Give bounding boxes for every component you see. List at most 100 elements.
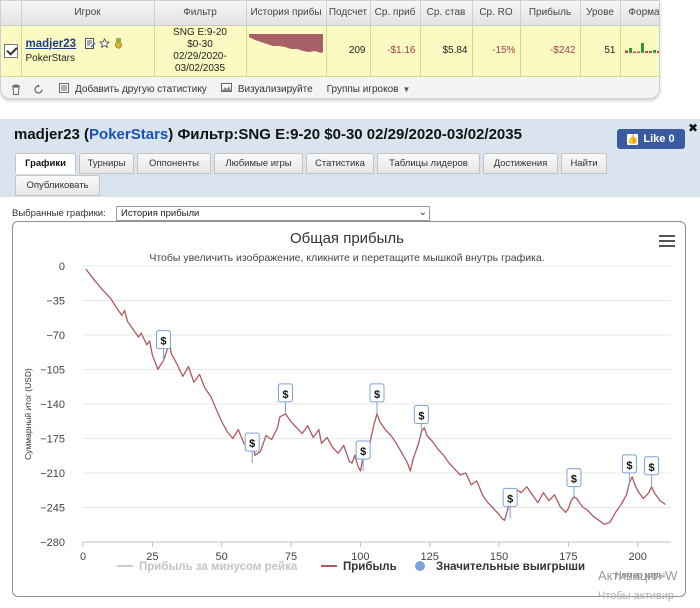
add-stats-button[interactable]: Добавить другую статистику [58, 82, 207, 96]
tab-statistics[interactable]: Статистика [306, 153, 374, 174]
chart-menu-icon[interactable] [659, 235, 675, 249]
add-stats-icon [58, 82, 70, 96]
header-avg-stake[interactable]: Ср. став [420, 1, 473, 26]
big-win-marker: $ [155, 330, 171, 361]
header-count[interactable]: Подсчет [326, 1, 371, 26]
big-win-label: $ [571, 474, 577, 486]
refresh-button[interactable] [33, 84, 44, 95]
x-tick-label: 100 [351, 551, 369, 563]
form-bar [652, 49, 656, 53]
header-avg-profit[interactable]: Ср. приб [370, 1, 421, 26]
table-row: madjer23 Pok [1, 25, 659, 77]
legend-item-1: Прибыль [321, 561, 397, 573]
filter-line: $0-30 [187, 38, 213, 50]
table-toolbar: Добавить другую статистику Визуализируйт… [1, 79, 659, 98]
legend-item-0: Прибыль за минусом рейка [117, 561, 298, 573]
form-bar [628, 47, 632, 53]
header-avg-roi[interactable]: Ср. RO [472, 1, 521, 26]
tab-leaderboards[interactable]: Таблицы лидеров [377, 153, 480, 174]
big-win-flag [277, 383, 293, 403]
x-tick-label: 125 [421, 551, 439, 563]
header-profit[interactable]: Прибыль [520, 1, 581, 26]
x-tick-label: 75 [285, 551, 297, 563]
form-cell [620, 25, 659, 77]
big-win-label: $ [418, 411, 424, 423]
y-tick-label: −140 [40, 399, 65, 411]
avg-profit-cell: -$1.16 [370, 25, 421, 77]
player-groups-dropdown[interactable]: Группы игроков ▼ [327, 84, 411, 95]
visualize-button[interactable]: Визуализируйте [221, 83, 313, 95]
tab-charts[interactable]: Графики [15, 153, 76, 174]
y-tick-label: 0 [59, 261, 65, 273]
big-win-label: $ [360, 446, 366, 458]
big-win-marker: $ [644, 456, 660, 487]
big-win-marker: $ [244, 432, 260, 464]
row-checkbox[interactable] [3, 43, 18, 58]
profit-cell: -$242 [520, 25, 581, 77]
tab-achievements[interactable]: Достижения [483, 153, 558, 174]
form-bar [632, 51, 636, 53]
form-bar [636, 51, 640, 53]
form-bar [624, 50, 628, 53]
chart-title: Общая прибыль [290, 230, 404, 247]
activation-watermark-sub: Чтобы активир [598, 590, 674, 602]
chart-select-label: Выбранные графики: [12, 208, 106, 219]
legend-item-2: Значительные выигрыши [415, 561, 585, 573]
legend-label: Прибыль за минусом рейка [139, 561, 298, 573]
x-tick-label: 175 [559, 551, 577, 563]
big-win-marker: $ [277, 383, 293, 414]
x-tick-label: 200 [629, 551, 647, 563]
legend-label: Значительные выигрыши [436, 561, 585, 573]
y-axis-label: Суммарный итог (USD) [23, 368, 33, 460]
legend-label: Прибыль [343, 561, 397, 573]
notes-icon[interactable] [84, 38, 96, 50]
chart-select-dropdown[interactable]: История прибыли ⌄ [116, 206, 430, 221]
stats-header-row: Игрок Фильтр История прибы Подсчет Ср. п… [1, 1, 659, 26]
favorite-star-icon[interactable] [98, 38, 110, 49]
filter-line: 02/29/2020- [173, 50, 227, 62]
big-win-flag [155, 330, 171, 350]
tab-opponents[interactable]: Оппоненты [137, 153, 211, 174]
delete-button[interactable] [11, 84, 21, 95]
x-tick-label: 150 [490, 551, 508, 563]
big-win-marker: $ [413, 405, 429, 436]
close-icon[interactable]: ✖ [688, 121, 699, 135]
filter-line: SNG E:9-20 [173, 26, 227, 38]
tab-favorite-games[interactable]: Любимые игры [214, 153, 303, 174]
player-stats-panel: Игрок Фильтр История прибы Подсчет Ср. п… [0, 0, 660, 99]
big-win-label: $ [282, 389, 288, 401]
header-form[interactable]: Форма [620, 1, 659, 26]
player-name-link[interactable]: madjer23 [25, 37, 77, 50]
chevron-down-icon: ⌄ [418, 207, 427, 218]
header-level[interactable]: Урове [580, 1, 621, 26]
big-win-label: $ [249, 438, 255, 450]
avg-roi-cell: -15% [472, 25, 521, 77]
legend-swatch [415, 561, 425, 571]
profit-chart[interactable]: Общая прибыль Чтобы увеличить изображени… [12, 221, 686, 597]
big-win-marker: $ [369, 383, 385, 414]
header-filter[interactable]: Фильтр [154, 1, 247, 26]
header-select [1, 1, 22, 26]
facebook-like-button[interactable]: 👍 Like 0 [617, 129, 685, 149]
form-bar [644, 50, 648, 53]
profit-chart-svg[interactable]: Общая прибыль Чтобы увеличить изображени… [13, 222, 686, 597]
stats-table: Игрок Фильтр История прибы Подсчет Ср. п… [1, 1, 659, 77]
form-mini-chart [623, 42, 659, 53]
tab-publish[interactable]: Опубликовать [15, 175, 100, 196]
refresh-icon [34, 84, 43, 94]
big-win-marker: $ [621, 454, 637, 485]
big-win-flag [355, 440, 371, 460]
player-cell: madjer23 Pok [21, 25, 155, 77]
tab-find[interactable]: Найти [561, 153, 607, 174]
big-win-flag [244, 432, 260, 452]
big-win-flag [566, 468, 582, 488]
award-medal-icon[interactable] [113, 38, 124, 49]
big-win-label: $ [626, 460, 632, 472]
header-profit-history[interactable]: История прибы [246, 1, 327, 26]
tab-tournaments[interactable]: Турниры [79, 153, 134, 174]
chart-select-value: История прибыли [121, 208, 200, 219]
filter-line: 03/02/2035 [174, 62, 226, 74]
profile-site-link[interactable]: PokerStars [89, 126, 169, 143]
form-bar [656, 50, 659, 53]
header-player[interactable]: Игрок [21, 1, 155, 26]
